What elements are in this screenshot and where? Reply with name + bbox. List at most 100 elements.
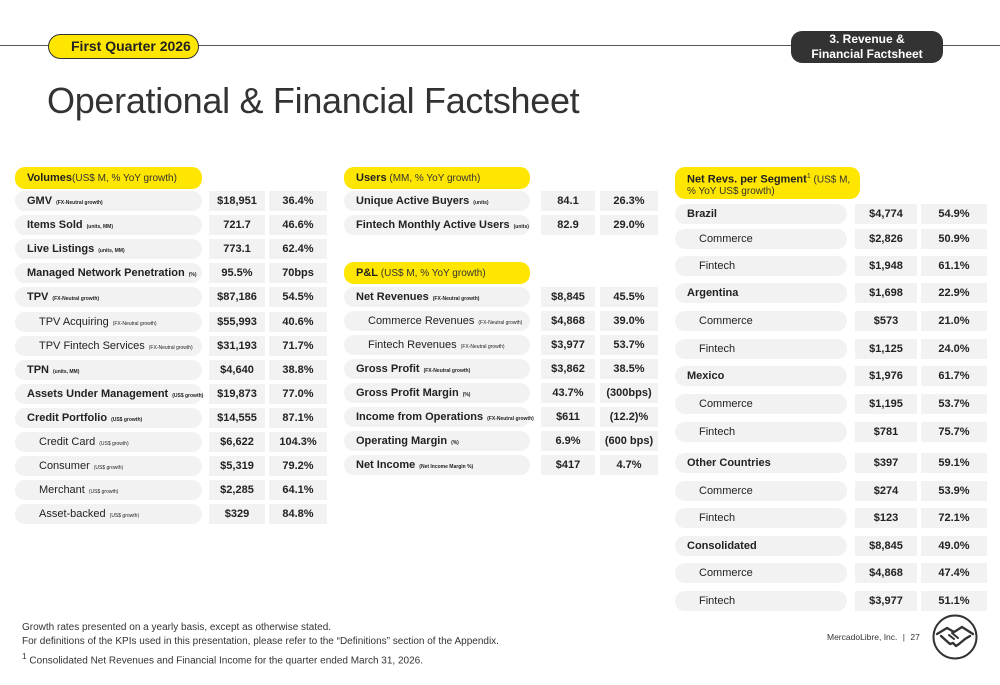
row-growth: 70bps — [269, 263, 327, 283]
row-label-text: Brazil — [687, 208, 717, 220]
users-title: Users — [356, 172, 387, 184]
row-label-text: Consolidated — [687, 540, 757, 552]
row-growth: 40.6% — [269, 312, 327, 332]
row-value: $2,285 — [209, 480, 265, 500]
row-value: $1,976 — [855, 366, 917, 386]
page-number: 27 — [910, 632, 920, 642]
row-label-note: (US$ growth) — [109, 513, 140, 519]
row-label-text: Commerce — [699, 398, 753, 410]
row-label-text: Commerce — [699, 233, 753, 245]
row-label-text: Mexico — [687, 370, 725, 382]
row-growth: 53.9% — [921, 481, 987, 501]
row-growth: 61.1% — [921, 256, 987, 276]
row-label-note: (FX-Neutral growth) — [148, 345, 193, 351]
row-label-text: Fintech — [699, 595, 736, 607]
row-label-text: Fintech — [699, 512, 736, 524]
row-growth: 50.9% — [921, 229, 987, 249]
row-growth: (300bps) — [600, 383, 658, 403]
footnote-line3: 1 Consolidated Net Revenues and Financia… — [22, 649, 499, 668]
row-label-text: Commerce Revenues — [368, 315, 475, 327]
row-label-text: Merchant — [39, 484, 85, 496]
row-growth: 77.0% — [269, 384, 327, 404]
table-row-label: Operating Margin (%) — [344, 431, 530, 451]
row-growth: 72.1% — [921, 508, 987, 528]
row-value: $3,977 — [855, 591, 917, 611]
table-row-label: Consumer (US$ growth) — [15, 456, 202, 476]
row-label-text: Assets Under Management — [27, 388, 169, 400]
row-growth: 53.7% — [921, 394, 987, 414]
volumes-header: Volumes(US$ M, % YoY growth) — [15, 167, 202, 189]
row-label-text: Gross Profit Margin — [356, 387, 459, 399]
row-growth: 39.0% — [600, 311, 658, 331]
row-label-note: (US$ growth) — [88, 489, 119, 495]
footnote-line1: Growth rates presented on a yearly basis… — [22, 622, 332, 633]
row-growth: 54.5% — [269, 287, 327, 307]
row-value: $87,186 — [209, 287, 265, 307]
row-label-note: (units, MM) — [86, 224, 114, 230]
row-value: $4,868 — [541, 311, 595, 331]
table-row-label: Commerce Revenues (FX-Neutral growth) — [344, 311, 530, 331]
row-value: $1,195 — [855, 394, 917, 414]
row-label-note: (%) — [451, 440, 459, 446]
row-growth: 38.8% — [269, 360, 327, 380]
row-growth: 51.1% — [921, 591, 987, 611]
table-row-label: TPV (FX-Neutral growth) — [15, 287, 202, 307]
row-label-text: Credit Card — [39, 436, 96, 448]
row-label-text: TPV — [27, 291, 49, 303]
row-label-note: (FX-Neutral growth) — [52, 296, 100, 302]
row-growth: 87.1% — [269, 408, 327, 428]
table-row-label: Net Income (Net Income Margin %) — [344, 455, 530, 475]
row-label-text: Operating Margin — [356, 435, 448, 447]
row-label-text: Commerce — [699, 567, 753, 579]
row-growth: 84.8% — [269, 504, 327, 524]
row-value: $329 — [209, 504, 265, 524]
table-row-label: Income from Operations (FX-Neutral growth… — [344, 407, 534, 427]
table-row-label: Fintech Revenues (FX-Neutral growth) — [344, 335, 530, 355]
footnotes: Growth rates presented on a yearly basis… — [22, 621, 499, 668]
table-row-label: Commerce — [675, 563, 847, 583]
table-row-label: Other Countries — [675, 453, 847, 473]
segments-footnote-mark: 1 — [806, 173, 811, 180]
row-label-text: Items Sold — [27, 219, 83, 231]
pnl-header: P&L (US$ M, % YoY growth) — [344, 262, 530, 284]
header-rule — [0, 45, 1000, 46]
row-label-note: (units, MM) — [98, 248, 125, 254]
row-label-text: Other Countries — [687, 457, 771, 469]
row-value: 82.9 — [541, 215, 595, 235]
segments-header-line1: Net Revs. per Segment1 (US$ M, — [687, 171, 860, 186]
row-value: $19,873 — [209, 384, 265, 404]
footnote-line2: For definitions of the KPIs used in this… — [22, 636, 499, 647]
row-label-note: (FX-Neutral growth) — [478, 320, 523, 326]
footer-separator: | — [902, 632, 905, 642]
row-label-note: (FX-Neutral growth) — [487, 416, 534, 422]
row-growth: 26.3% — [600, 191, 658, 211]
row-growth: 64.1% — [269, 480, 327, 500]
row-label-text: Net Revenues — [356, 291, 429, 303]
row-value: $5,319 — [209, 456, 265, 476]
handshake-logo-icon — [932, 614, 978, 660]
row-label-text: Live Listings — [27, 243, 95, 255]
row-growth: 61.7% — [921, 366, 987, 386]
quarter-badge: First Quarter 2026 — [48, 34, 199, 59]
table-row-label: Mexico — [675, 366, 847, 386]
row-growth: 38.5% — [600, 359, 658, 379]
table-row-label: Fintech Monthly Active Users (units) — [344, 215, 530, 235]
row-value: $55,993 — [209, 312, 265, 332]
row-label-text: TPV Fintech Services — [39, 340, 145, 352]
segments-subtitle1: (US$ M, — [813, 174, 851, 186]
row-value: $31,193 — [209, 336, 265, 356]
row-value: $1,125 — [855, 339, 917, 359]
table-row-label: Items Sold (units, MM) — [15, 215, 202, 235]
row-growth: 54.9% — [921, 204, 987, 224]
row-value: $1,698 — [855, 283, 917, 303]
row-growth: 22.9% — [921, 283, 987, 303]
row-value: $18,951 — [209, 191, 265, 211]
row-growth: 36.4% — [269, 191, 327, 211]
table-row-label: Commerce — [675, 481, 847, 501]
row-value: 43.7% — [541, 383, 595, 403]
row-value: $573 — [855, 311, 917, 331]
row-growth: 21.0% — [921, 311, 987, 331]
row-label-note: (FX-Neutral growth) — [56, 200, 103, 206]
row-growth: 62.4% — [269, 239, 327, 259]
row-growth: 71.7% — [269, 336, 327, 356]
